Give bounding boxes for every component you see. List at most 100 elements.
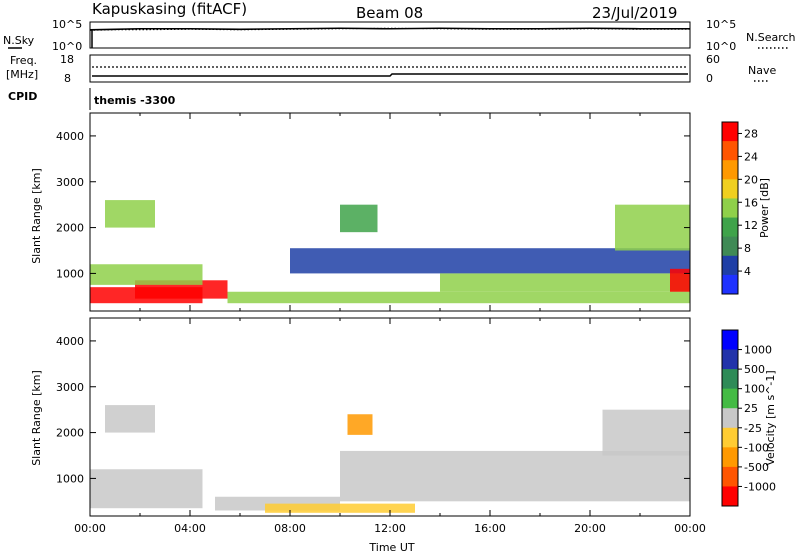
colorbar-band-7 xyxy=(722,466,738,487)
scatter-region-0 xyxy=(90,469,203,509)
y-tick-label-3: 4000 xyxy=(56,130,84,143)
colorbar-tick-label-6: 28 xyxy=(744,127,758,140)
colorbar-band-6 xyxy=(722,447,738,468)
velocity-x-axis: 00:00 04:00 08:00 12:00 16:00 20:00 00:00 xyxy=(74,318,706,535)
nsky-tick-top: 10^5 xyxy=(52,18,82,31)
colorbar-tick-label-2: 100 xyxy=(744,383,765,396)
scatter-region-9 xyxy=(340,204,378,233)
power-x-axis xyxy=(89,113,691,311)
velocity-colorbar-frame xyxy=(721,329,739,507)
nsearch-tick-top: 10^5 xyxy=(706,18,736,31)
power-y-label: Slant Range [km] xyxy=(30,168,43,264)
freq-panel-frame xyxy=(89,54,691,83)
y-tick-label-3: 4000 xyxy=(56,335,84,348)
power-panel: 1000 2000 3000 4000 Slant Range [km] xyxy=(30,112,691,312)
station-title: Kapuskasing (fitACF) xyxy=(92,0,247,18)
nsky-tick-bottom: 10^0 xyxy=(52,40,82,53)
colorbar-band-8 xyxy=(722,486,738,507)
power-marks xyxy=(90,200,690,304)
scatter-region-4 xyxy=(340,450,690,502)
colorbar-tick-label-6: -500 xyxy=(744,461,769,474)
velocity-y-label: Slant Range [km] xyxy=(30,370,43,466)
colorbar-band-3 xyxy=(722,179,738,199)
power-colorbar-frame xyxy=(721,121,739,295)
colorbar-band-5 xyxy=(722,217,738,238)
colorbar-tick-label-0: 4 xyxy=(744,265,751,278)
colorbar-tick-label-1: 500 xyxy=(744,363,765,376)
colorbar-tick-label-1: 8 xyxy=(744,242,751,255)
colorbar-band-8 xyxy=(722,274,738,295)
colorbar-band-5 xyxy=(722,427,738,448)
velocity-panel: 1000 2000 3000 4000 00:00 04:00 08:00 12:00 16:… xyxy=(30,317,706,554)
colorbar-tick-label-2: 12 xyxy=(744,219,758,232)
nave-label: Nave xyxy=(748,64,776,77)
colorbar-tick-label-4: 20 xyxy=(744,173,758,186)
colorbar-band-7 xyxy=(722,255,738,276)
x-tick-label-6: 00:00 xyxy=(674,522,706,535)
colorbar-band-3 xyxy=(722,388,738,409)
beam-title: Beam 08 xyxy=(356,4,423,22)
scatter-region-2 xyxy=(90,264,203,285)
x-tick-label-3: 12:00 xyxy=(374,522,406,535)
colorbar-tick-label-0: 1000 xyxy=(744,344,772,357)
nsearch-tick-bottom: 10^0 xyxy=(706,40,736,53)
velocity-marks xyxy=(90,405,690,513)
cpid-value: themis -3300 xyxy=(94,94,176,107)
freq-line xyxy=(92,73,688,77)
colorbar-tick-label-5: 24 xyxy=(744,150,758,163)
scatter-region-3 xyxy=(265,503,415,513)
freq-panel: Freq. [MHz] 18 8 60 0 Nave xyxy=(6,53,776,85)
y-tick-label-1: 2000 xyxy=(56,427,84,440)
colorbar-band-0 xyxy=(722,122,738,142)
colorbar-band-2 xyxy=(722,160,738,180)
power-colorbar: 4 8 12 16 20 24 28 Power [dB] xyxy=(721,121,771,295)
y-tick-label-2: 3000 xyxy=(56,176,84,189)
nave-tick-top: 60 xyxy=(706,53,720,66)
power-y-axis: 1000 2000 3000 4000 xyxy=(56,130,690,280)
time-axis-label: Time UT xyxy=(368,541,414,554)
x-tick-label-4: 16:00 xyxy=(474,522,506,535)
power-colorbar-label: Power [dB] xyxy=(758,178,771,238)
scatter-region-8 xyxy=(670,268,690,292)
colorbar-band-1 xyxy=(722,141,738,161)
scatter-region-5 xyxy=(290,248,690,274)
scatter-region-3 xyxy=(105,200,155,228)
y-tick-label-0: 1000 xyxy=(56,472,84,485)
scatter-region-6 xyxy=(440,273,690,292)
colorbar-band-0 xyxy=(722,330,738,351)
colorbar-tick-label-3: 16 xyxy=(744,196,758,209)
colorbar-band-2 xyxy=(722,369,738,390)
y-tick-label-2: 3000 xyxy=(56,381,84,394)
cpid-label: CPID xyxy=(8,90,37,103)
scatter-region-7 xyxy=(615,204,690,251)
scatter-region-4 xyxy=(227,291,690,304)
noise-lines xyxy=(89,27,690,48)
velocity-colorbar-label: Velocity [m s^-1] xyxy=(764,370,777,465)
nsearch-label: N.Search xyxy=(746,31,796,44)
noise-panel: N.Sky 10^5 10^0 10^5 10^0 N.Search xyxy=(3,18,796,53)
power-colorbar-bands xyxy=(722,122,738,295)
colorbar-band-4 xyxy=(722,198,738,219)
freq-label-1: Freq. xyxy=(10,54,37,67)
x-tick-label-2: 08:00 xyxy=(274,522,306,535)
noise-series-0 xyxy=(89,27,690,31)
nave-tick-bottom: 0 xyxy=(706,72,713,85)
nsky-label: N.Sky xyxy=(3,34,35,47)
scatter-region-1 xyxy=(105,405,155,433)
x-tick-label-0: 00:00 xyxy=(74,522,106,535)
cpid-panel: CPID themis -3300 xyxy=(8,88,176,110)
colorbar-tick-label-5: -100 xyxy=(744,441,769,454)
scatter-region-6 xyxy=(347,414,373,435)
x-tick-label-5: 20:00 xyxy=(574,522,606,535)
y-tick-label-0: 1000 xyxy=(56,267,84,280)
velocity-colorbar-ticks: 1000 500 100 25 -25 -100 -500 -1000 xyxy=(738,344,776,493)
colorbar-tick-label-3: 25 xyxy=(744,402,758,415)
date-title: 23/Jul/2019 xyxy=(592,4,677,22)
scatter-region-5 xyxy=(602,409,690,456)
x-tick-label-1: 04:00 xyxy=(174,522,206,535)
freq-tick-top: 18 xyxy=(60,53,74,66)
velocity-colorbar-bands xyxy=(722,330,738,507)
freq-tick-bottom: 8 xyxy=(64,72,71,85)
colorbar-tick-label-7: -1000 xyxy=(744,480,776,493)
